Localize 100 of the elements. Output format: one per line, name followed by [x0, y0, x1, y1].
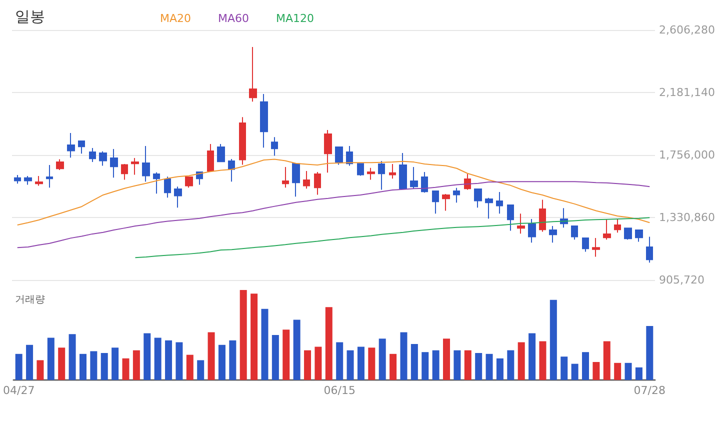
- line-series: [134, 217, 650, 258]
- candlestick: [324, 130, 332, 174]
- candlestick: [389, 163, 396, 180]
- bar: [325, 307, 332, 380]
- y-tick-label: 2,606,280: [659, 24, 715, 36]
- candlestick: [549, 226, 557, 244]
- candlestick: [271, 136, 278, 156]
- candlestick: [35, 176, 43, 186]
- bar: [496, 358, 504, 380]
- bar: [79, 354, 86, 380]
- candlestick: [131, 157, 139, 176]
- bar: [272, 335, 279, 380]
- bar: [132, 350, 140, 380]
- y-tick-label: 1,330,860: [659, 211, 715, 224]
- bar: [336, 342, 344, 380]
- bar: [68, 334, 76, 380]
- candlestick: [432, 190, 439, 214]
- bar: [507, 350, 514, 380]
- bar: [208, 332, 215, 380]
- candlestick: [421, 172, 428, 194]
- bar: [154, 338, 162, 380]
- candlestick: [592, 238, 600, 258]
- candlestick: [99, 150, 107, 166]
- candlestick: [624, 228, 632, 240]
- bar: [176, 342, 183, 380]
- candlestick: [239, 116, 246, 166]
- bar: [218, 344, 226, 380]
- candlestick: [228, 158, 235, 182]
- bar: [100, 353, 108, 380]
- candlestick: [78, 140, 85, 154]
- bar: [197, 360, 204, 380]
- bar: [378, 338, 386, 380]
- bar: [261, 308, 268, 380]
- bar: [304, 350, 312, 380]
- bar: [58, 348, 66, 380]
- candlestick: [303, 170, 310, 190]
- candlestick: [442, 193, 450, 212]
- bar: [614, 362, 622, 380]
- candlestick: [517, 213, 525, 234]
- bar: [36, 360, 44, 380]
- text: MA20: [160, 12, 192, 25]
- bar: [240, 290, 247, 380]
- bar: [592, 362, 600, 380]
- candlestick: [357, 163, 364, 176]
- bar: [390, 354, 397, 380]
- candlestick: [346, 146, 353, 166]
- candlestick: [474, 188, 482, 208]
- candlestick: [153, 172, 160, 194]
- bar: [47, 338, 54, 380]
- text: 거래량: [15, 294, 45, 306]
- line-series: [16, 158, 650, 226]
- bar: [314, 346, 322, 380]
- bar: [112, 348, 119, 380]
- x-tick-label: 06/15: [324, 384, 356, 397]
- text: MA120: [276, 12, 314, 25]
- x-tick-label: 07/28: [634, 384, 666, 397]
- bar: [486, 354, 493, 380]
- bar: [26, 344, 34, 380]
- bar: [346, 350, 354, 380]
- bar: [250, 294, 258, 380]
- candlestick: [121, 163, 128, 180]
- candlestick: [292, 163, 300, 198]
- candlestick: [614, 218, 621, 234]
- candlestick: [367, 167, 375, 180]
- candlestick: [67, 132, 75, 158]
- bar: [90, 351, 98, 380]
- candlestick: [89, 147, 96, 163]
- candlestick: [399, 152, 407, 190]
- bar: [410, 344, 418, 380]
- candlestick: [24, 176, 32, 186]
- candlestick: [207, 143, 214, 172]
- bar: [646, 326, 654, 380]
- line-series: [16, 181, 650, 248]
- bar: [443, 338, 450, 380]
- x-tick-label: 04/27: [2, 384, 35, 397]
- bar: [539, 341, 546, 380]
- candlestick: [174, 186, 182, 208]
- bar: [165, 340, 172, 380]
- chart-title: 일봉: [15, 8, 45, 26]
- bar: [15, 354, 22, 380]
- candlestick: [282, 166, 289, 188]
- bar: [357, 346, 364, 380]
- candlestick: [142, 146, 150, 182]
- bar: [282, 330, 290, 380]
- candlestick: [164, 176, 171, 198]
- bar: [368, 348, 376, 380]
- candlestick: [410, 166, 418, 190]
- bar: [432, 350, 440, 380]
- candlestick: [496, 192, 503, 214]
- bar: [475, 353, 482, 380]
- bar: [550, 300, 557, 380]
- y-tick-label: 1,756,000: [659, 148, 715, 162]
- bar: [293, 320, 300, 380]
- bar: [582, 352, 590, 380]
- candlestick: [507, 204, 514, 232]
- candlestick: [56, 158, 64, 170]
- candlestick: [453, 187, 460, 204]
- candlestick: [249, 46, 257, 102]
- candlestick: [335, 146, 343, 166]
- y-tick-label: 905,720: [659, 274, 704, 286]
